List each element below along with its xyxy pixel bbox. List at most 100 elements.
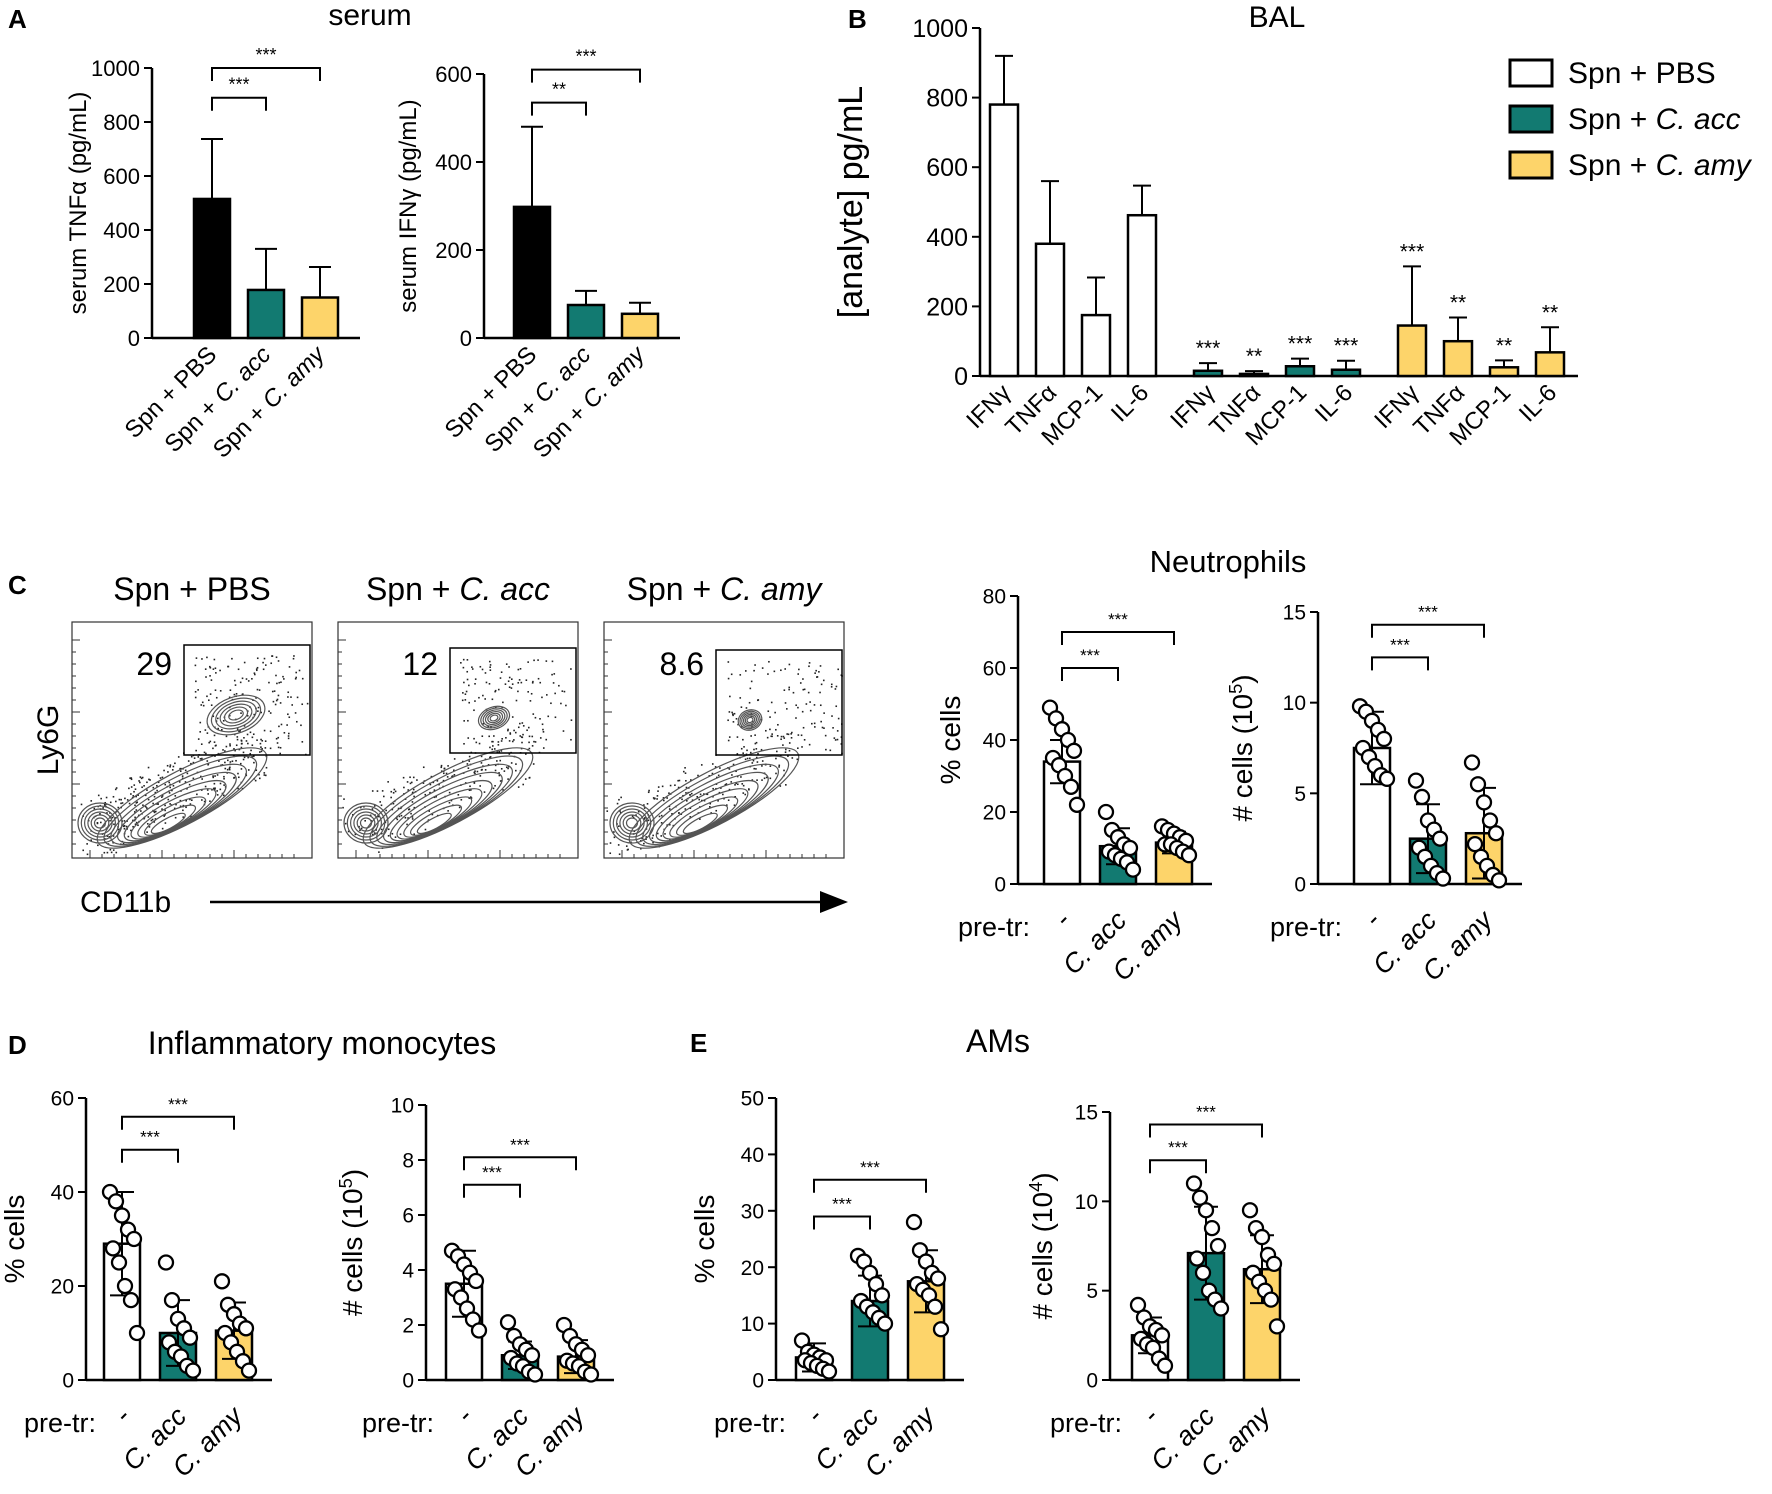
legend-swatch <box>1508 104 1554 134</box>
flow-event <box>743 746 745 748</box>
contour-line <box>676 804 729 836</box>
flow-x-axis-label: CD11b <box>80 886 171 919</box>
flow-event <box>509 733 512 735</box>
flow-event <box>222 794 225 797</box>
flow-event <box>814 672 816 674</box>
flow-event <box>288 732 290 735</box>
data-point <box>873 1287 891 1304</box>
flow-event <box>524 778 527 780</box>
flow-event <box>447 810 449 812</box>
flow-event <box>609 852 612 855</box>
flow-event <box>561 690 564 692</box>
legend-entry: Spn + C. acc <box>1568 103 1741 136</box>
flow-event <box>295 720 298 723</box>
flow-event <box>453 758 456 760</box>
flow-event <box>807 691 810 694</box>
data-point <box>1212 1300 1230 1317</box>
flow-event <box>463 681 465 684</box>
flow-event <box>510 678 513 680</box>
flow-event <box>551 660 554 663</box>
flow-plot-0: Spn + PBS 29 <box>71 571 313 859</box>
significance-label: *** <box>1196 337 1221 360</box>
flow-event <box>769 765 772 767</box>
flow-event <box>126 828 128 830</box>
significance-label: *** <box>1168 1138 1188 1157</box>
flow-event <box>115 800 117 803</box>
contour-line <box>219 703 253 727</box>
flow-event <box>509 732 512 734</box>
flow-event <box>618 825 620 828</box>
flow-event <box>813 704 816 706</box>
flow-event <box>300 724 302 727</box>
flow-event <box>190 815 192 818</box>
data-point <box>240 1362 258 1379</box>
legend-entry: Spn + PBS <box>1568 57 1716 90</box>
flow-event <box>228 714 231 717</box>
flow-event <box>347 830 350 833</box>
flow-event <box>229 766 231 769</box>
flow-event <box>404 816 407 819</box>
significance-label: ** <box>1542 301 1558 324</box>
flow-event <box>494 764 497 767</box>
flow-event <box>301 741 304 743</box>
flow-event <box>254 673 256 676</box>
flow-event <box>451 775 453 778</box>
flow-event <box>219 788 222 791</box>
flow-event <box>546 694 548 696</box>
panel-title-neutrophils: Neutrophils <box>1150 544 1307 579</box>
flow-event <box>147 816 150 818</box>
flow-event <box>484 672 487 674</box>
flow-event <box>129 777 131 779</box>
flow-event <box>379 801 382 803</box>
flow-event <box>699 818 701 820</box>
flow-event <box>213 789 216 791</box>
flow-event <box>755 748 758 750</box>
flow-event <box>732 714 734 717</box>
flow-event <box>247 756 249 759</box>
y-tick-label: 5 <box>1294 783 1306 806</box>
flow-event <box>813 722 816 725</box>
flow-event <box>722 793 724 796</box>
flow-event <box>235 692 238 695</box>
x-axis-label: pre-tr: <box>362 1408 434 1438</box>
flow-event <box>206 732 209 734</box>
flow-event <box>539 718 541 720</box>
flow-event <box>780 738 782 741</box>
flow-event <box>507 767 509 770</box>
flow-event <box>784 668 787 670</box>
data-point <box>116 1277 134 1295</box>
flow-event <box>408 808 411 810</box>
flow-event <box>521 722 524 724</box>
flow-plot-title-text: Spn + PBS <box>113 571 270 607</box>
flow-event <box>775 757 777 760</box>
flow-event <box>380 804 383 807</box>
flow-event <box>515 769 517 772</box>
data-point <box>1475 794 1493 811</box>
data-point <box>932 1321 950 1338</box>
data-point <box>582 1366 600 1383</box>
data-point <box>1268 1318 1286 1335</box>
flow-event <box>446 776 449 778</box>
flow-event <box>800 734 803 737</box>
flow-event <box>262 661 264 664</box>
flow-event <box>520 681 523 684</box>
flow-event <box>283 678 285 680</box>
flow-event <box>684 808 687 810</box>
flow-event <box>128 802 131 805</box>
panel-title-bal: BAL <box>1249 1 1306 34</box>
flow-event <box>122 842 125 845</box>
data-point <box>1463 754 1481 771</box>
flow-event <box>222 749 224 751</box>
flow-event <box>685 792 687 794</box>
flow-event <box>637 810 640 813</box>
flow-event <box>275 674 277 677</box>
data-point <box>1413 788 1431 806</box>
contour-line <box>484 710 504 726</box>
flow-event <box>489 746 491 749</box>
flow-event <box>778 766 780 768</box>
flow-event <box>169 765 171 768</box>
flow-event <box>756 779 758 781</box>
flow-event <box>161 795 164 797</box>
flow-plot-title-italic: C. acc <box>459 571 550 607</box>
flow-event <box>728 788 731 791</box>
